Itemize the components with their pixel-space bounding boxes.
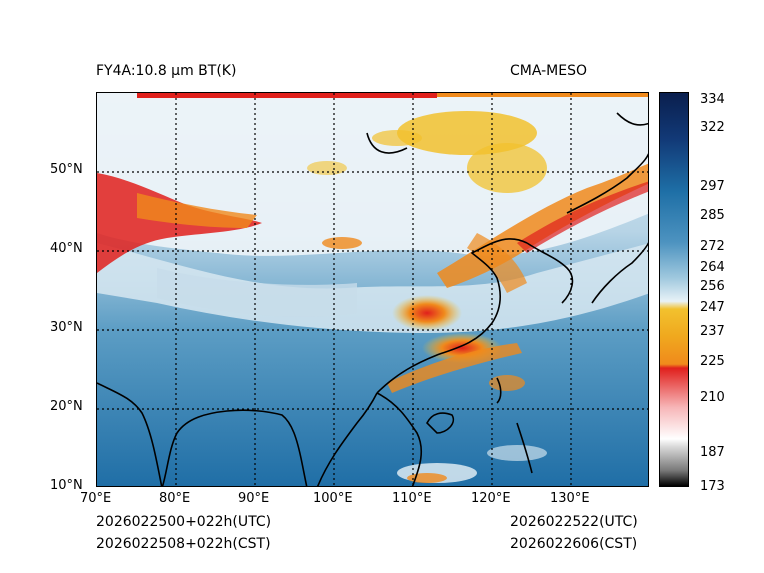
- colorbar: [659, 92, 689, 487]
- lon-label-100: 100°E: [313, 491, 353, 506]
- valid-time-cst: 2026022606(CST): [510, 536, 638, 552]
- lon-label-130: 130°E: [550, 491, 590, 506]
- cbar-tick-285: 285: [700, 208, 725, 223]
- lon-label-120: 120°E: [471, 491, 511, 506]
- lat-label-50: 50°N: [50, 162, 83, 177]
- lat-label-10: 10°N: [50, 478, 83, 493]
- lon-label-70: 70°E: [80, 491, 112, 506]
- satellite-map: [96, 92, 649, 487]
- cbar-tick-225: 225: [700, 354, 725, 369]
- colorbar-gradient: [660, 93, 688, 486]
- cbar-tick-237: 237: [700, 324, 725, 339]
- cbar-tick-173: 173: [700, 479, 725, 494]
- cbar-tick-210: 210: [700, 390, 725, 405]
- cbar-tick-247: 247: [700, 300, 725, 315]
- lon-label-110: 110°E: [392, 491, 432, 506]
- brightness-temperature-image: [97, 93, 648, 486]
- init-time-utc: 2026022500+022h(UTC): [96, 514, 272, 530]
- lat-label-40: 40°N: [50, 241, 83, 256]
- coastlines: [97, 112, 648, 486]
- graticule: [97, 93, 648, 486]
- lat-label-30: 30°N: [50, 320, 83, 335]
- lon-label-90: 90°E: [238, 491, 270, 506]
- cbar-tick-322: 322: [700, 120, 725, 135]
- lon-label-80: 80°E: [159, 491, 191, 506]
- valid-time-utc: 2026022522(UTC): [510, 514, 638, 530]
- map-title: FY4A:10.8 µm BT(K): [96, 63, 237, 79]
- cbar-tick-187: 187: [700, 445, 725, 460]
- cbar-tick-264: 264: [700, 260, 725, 275]
- cbar-tick-334: 334: [700, 92, 725, 107]
- init-time-cst: 2026022508+022h(CST): [96, 536, 271, 552]
- cbar-tick-256: 256: [700, 279, 725, 294]
- model-name: CMA-MESO: [510, 63, 588, 79]
- cbar-tick-272: 272: [700, 239, 725, 254]
- cbar-tick-297: 297: [700, 179, 725, 194]
- lat-label-20: 20°N: [50, 399, 83, 414]
